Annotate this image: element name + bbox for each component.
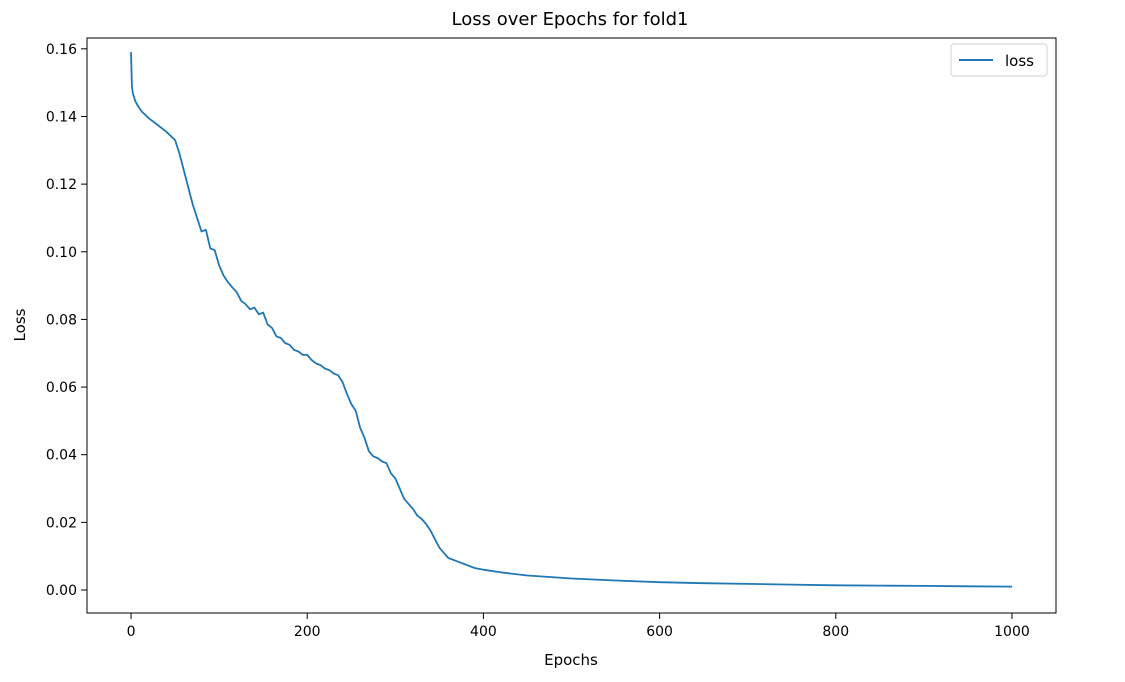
y-tick-label: 0.04: [46, 448, 77, 464]
axes-frame: [86, 37, 1057, 614]
y-tick-label: 0.10: [46, 245, 77, 261]
legend: loss: [950, 43, 1048, 77]
y-tick-label: 0.02: [46, 515, 77, 531]
y-tick-label: 0.00: [46, 583, 77, 599]
x-tick-label: 400: [470, 624, 497, 640]
legend-label-loss: loss: [1005, 52, 1034, 70]
x-tick-label: 200: [294, 624, 321, 640]
y-tick-label: 0.08: [46, 312, 77, 328]
x-tick-label: 600: [646, 624, 673, 640]
y-tick-label: 0.12: [46, 177, 77, 193]
y-axis-label: Loss: [11, 308, 29, 341]
series-line-loss: [130, 52, 1013, 588]
x-tick-label: 800: [822, 624, 849, 640]
chart-title: Loss over Epochs for fold1: [452, 9, 689, 30]
y-tick-label: 0.14: [46, 109, 77, 125]
x-axis-label: Epochs: [544, 651, 598, 669]
y-tick-label: 0.06: [46, 380, 77, 396]
legend-box: [950, 43, 1048, 77]
x-tick-label: 1000: [994, 624, 1030, 640]
plot-area: [130, 52, 1013, 588]
y-axis: 0.00 0.02 0.04 0.06 0.08 0.10 0.12 0.14 0.16: [46, 42, 87, 599]
x-tick-label: 0: [127, 624, 136, 640]
x-axis: 0 200 400 600 800 1000: [127, 613, 1030, 640]
y-tick-label: 0.16: [46, 42, 77, 58]
